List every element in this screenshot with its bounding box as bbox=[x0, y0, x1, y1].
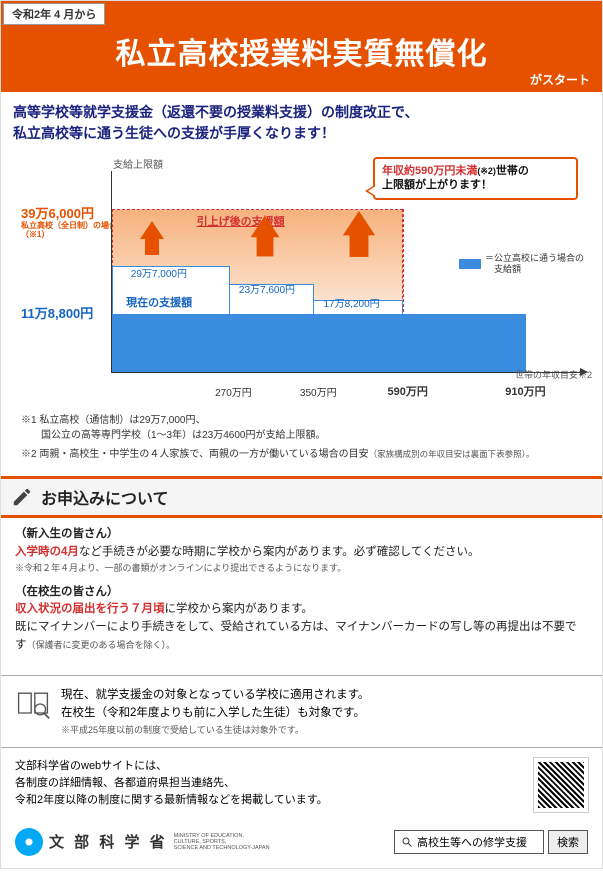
legend-swatch bbox=[459, 259, 481, 269]
footer-l2: 各制度の詳細情報、各都道府県担当連絡先、 bbox=[15, 775, 524, 792]
y-tick-396000-val: 39万6,000円 bbox=[21, 206, 94, 221]
callout-ref: (※2) bbox=[477, 166, 496, 176]
mext-en: MINISTRY OF EDUCATION, CULTURE, SPORTS, … bbox=[174, 833, 270, 851]
mext-logo-icon bbox=[15, 828, 43, 856]
new-student-text: 入学時の4月など手続きが必要な時期に学校から案内があります。必ず確認してください… bbox=[15, 544, 588, 562]
note-2: ※2 両親・高校生・中学生の４人家族で、両親の一方が働いている場合の目安（家族構… bbox=[21, 447, 582, 462]
x-tick-910: 910万円 bbox=[505, 383, 545, 399]
footer-l3: 令和2年度以降の制度に関する最新情報などを掲載しています。 bbox=[15, 792, 524, 809]
y-tick-396000: 39万6,000円 私立高校（全日制）の場合 （※1） bbox=[21, 203, 117, 240]
step-label-0: 29万7,000円 bbox=[131, 265, 187, 280]
step-label-1: 23万7,600円 bbox=[239, 281, 295, 296]
search-field[interactable]: 高校生等への修学支援 bbox=[394, 830, 544, 854]
pencil-icon bbox=[11, 486, 33, 508]
chart: 支給上限額 39万6,000円 私立高校（全日制）の場合 （※1） 11万8,8… bbox=[1, 150, 602, 409]
coverage-section: 現在、就学支援金の対象となっている学校に適用されます。 在校生（令和2年度よりも… bbox=[1, 676, 602, 748]
current-student-l2b: （保護者に変更のある場合を除く）。 bbox=[27, 640, 176, 650]
coverage-l1: 現在、就学支援金の対象となっている学校に適用されます。 bbox=[61, 686, 369, 704]
current-student-rest: に学校から案内があります。 bbox=[165, 603, 313, 615]
callout: 年収約590万円未満(※2)世帯の 上限額が上がります！ bbox=[373, 157, 578, 200]
header: 令和2年 4 月から 私立高校授業料実質無償化 がスタート bbox=[1, 1, 602, 92]
new-student-rest: など手続きが必要な時期に学校から案内があります。必ず確認してください。 bbox=[79, 546, 480, 558]
mext-name: 文 部 科 学 省 bbox=[49, 831, 168, 852]
current-student-red: 収入状況の届出を行う７月頃 bbox=[15, 603, 165, 615]
note-2a: ※2 両親・高校生・中学生の４人家族で、両親の一方が働いている場合の目安 bbox=[21, 449, 369, 460]
public-school-bar bbox=[112, 314, 526, 372]
intro-text: 高等学校等就学支援金（返還不要の授業料支援）の制度改正で、 私立高校等に通う生徒… bbox=[1, 92, 602, 150]
callout-txt2: 上限額が上がります！ bbox=[382, 179, 492, 191]
coverage-l3: ※平成25年度以前の制度で受給している生徒は対象外です。 bbox=[61, 723, 369, 737]
search-icon bbox=[401, 836, 413, 848]
qr-code bbox=[534, 758, 588, 812]
plot-area: 29万7,000円 23万7,600円 17万8,200円 引上げ後の支援額 現… bbox=[111, 171, 582, 373]
application-body: （新入生の皆さん） 入学時の4月など手続きが必要な時期に学校から案内があります。… bbox=[1, 518, 602, 676]
current-student-head: （在校生の皆さん） bbox=[15, 584, 588, 602]
y-tick-118800: 11万8,800円 bbox=[21, 303, 93, 322]
arrow-up-icon bbox=[251, 216, 280, 257]
chart-notes: ※1 私立高校（通信制）は29万7,000円、 国公立の高等専門学校（1〜3年）… bbox=[1, 409, 602, 476]
legend-text: ＝公立高校に通う場合の 支給額 bbox=[485, 253, 584, 275]
application-header: お申込みについて bbox=[1, 476, 602, 518]
y-tick-396000-note: 私立高校（全日制）の場合 （※1） bbox=[21, 222, 117, 240]
book-search-icon bbox=[15, 686, 51, 737]
current-student-l2: 既にマイナンバーにより手続きをして、受給されている方は、マイナンバーカードの写し… bbox=[15, 619, 588, 655]
callout-txt1: 世帯の bbox=[496, 165, 529, 177]
current-label: 現在の支援額 bbox=[126, 294, 192, 310]
date-tag: 令和2年 4 月から bbox=[3, 3, 105, 25]
x-axis-title: 世帯の年収目安※2 bbox=[515, 368, 592, 381]
search-text: 高校生等への修学支援 bbox=[417, 834, 527, 850]
main-title: 私立高校授業料実質無償化 bbox=[116, 29, 488, 73]
new-student-note: ※令和２年４月より、一部の書類がオンラインにより提出できるようになります。 bbox=[15, 562, 588, 576]
application-title: お申込みについて bbox=[41, 485, 169, 509]
legend: ＝公立高校に通う場合の 支給額 bbox=[459, 253, 584, 275]
x-tick-270: 270万円 bbox=[215, 384, 252, 399]
note-2b: （家族構成別の年収目安は裏面下表参照）。 bbox=[369, 449, 535, 459]
footer: 文部科学省のwebサイトには、 各制度の詳細情報、各都道府県担当連絡先、 令和2… bbox=[1, 748, 602, 824]
subtitle: がスタート bbox=[1, 71, 602, 88]
callout-key: 年収約590万円未満 bbox=[382, 165, 477, 177]
current-student-l1: 収入状況の届出を行う７月頃に学校から案内があります。 bbox=[15, 601, 588, 619]
note-1: ※1 私立高校（通信制）は29万7,000円、 国公立の高等専門学校（1〜3年）… bbox=[21, 413, 582, 443]
arrow-up-icon bbox=[343, 211, 375, 257]
footer-l1: 文部科学省のwebサイトには、 bbox=[15, 758, 524, 775]
step-label-2: 17万8,200円 bbox=[324, 295, 380, 310]
footer-row: 文 部 科 学 省 MINISTRY OF EDUCATION, CULTURE… bbox=[1, 824, 602, 868]
mext-logo: 文 部 科 学 省 MINISTRY OF EDUCATION, CULTURE… bbox=[15, 828, 270, 856]
x-tick-350: 350万円 bbox=[300, 384, 337, 399]
arrow-up-icon bbox=[140, 221, 164, 255]
coverage-l2: 在校生（令和2年度よりも前に入学した生徒）も対象です。 bbox=[61, 704, 369, 722]
new-student-head: （新入生の皆さん） bbox=[15, 526, 588, 544]
new-student-red: 入学時の4月 bbox=[15, 546, 79, 558]
search-button[interactable]: 検索 bbox=[548, 830, 588, 854]
x-tick-590: 590万円 bbox=[388, 383, 428, 399]
